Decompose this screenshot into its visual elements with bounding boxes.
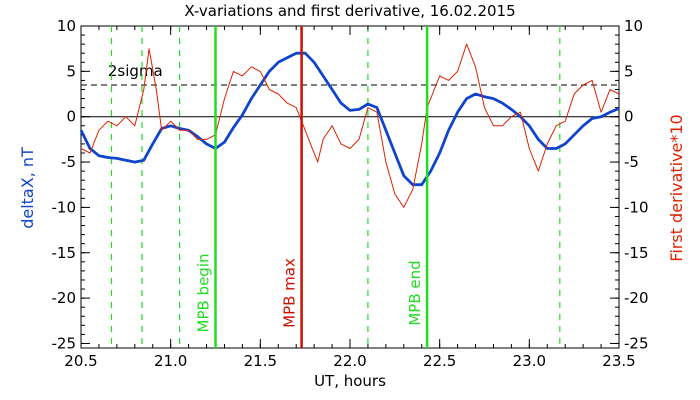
y-tick-label-left-6: -20 [52, 289, 77, 307]
series-line-0 [79, 51, 620, 187]
y-tick-label-right-3: -5 [624, 153, 639, 171]
y-tick-label-left-4: -10 [52, 198, 77, 216]
x-tick-label-1: 21.0 [154, 352, 187, 370]
chart-title: X-variations and first derivative, 16.02… [184, 2, 515, 20]
x-tick-label-5: 23.0 [513, 352, 546, 370]
y-tick-label-left-3: -5 [61, 153, 76, 171]
y-tick-label-left-7: -25 [52, 334, 77, 352]
marker-label-0: MPB begin [195, 254, 213, 333]
y-tick-label-right-4: -10 [624, 198, 649, 216]
y-tick-label-left-2: 0 [66, 108, 76, 126]
marker-label-2: MPB end [406, 260, 424, 325]
y-axis-label-right: First derivative*10 [667, 114, 686, 261]
x-tick-label-6: 23.5 [602, 352, 635, 370]
x-tick-label-2: 21.5 [244, 352, 277, 370]
y-tick-label-left-1: 5 [66, 62, 76, 80]
marker-label-1: MPB max [281, 258, 299, 328]
y-tick-label-right-5: -15 [624, 244, 649, 262]
y-tick-label-right-6: -20 [624, 289, 649, 307]
y-tick-label-right-0: 10 [624, 17, 643, 35]
x-tick-label-3: 22.0 [333, 352, 366, 370]
y-tick-label-right-1: 5 [624, 62, 634, 80]
series-line-1 [80, 43, 620, 208]
x-tick-label-4: 22.5 [423, 352, 456, 370]
plot-area: 2sigma 20.5 21.0 21.5 22.0 22.5 23.0 23.5 10 10 5 5… [52, 17, 649, 370]
x-tick-label-0: 20.5 [64, 352, 97, 370]
x-axis-label: UT, hours [314, 372, 386, 390]
two-sigma-label: 2sigma [108, 62, 163, 80]
y-axis-label-left: deltaX, nT [18, 147, 37, 229]
y-tick-label-left-5: -15 [52, 244, 77, 262]
y-tick-label-right-7: -25 [624, 334, 649, 352]
y-tick-label-left-0: 10 [57, 17, 76, 35]
y-tick-label-right-2: 0 [624, 108, 634, 126]
